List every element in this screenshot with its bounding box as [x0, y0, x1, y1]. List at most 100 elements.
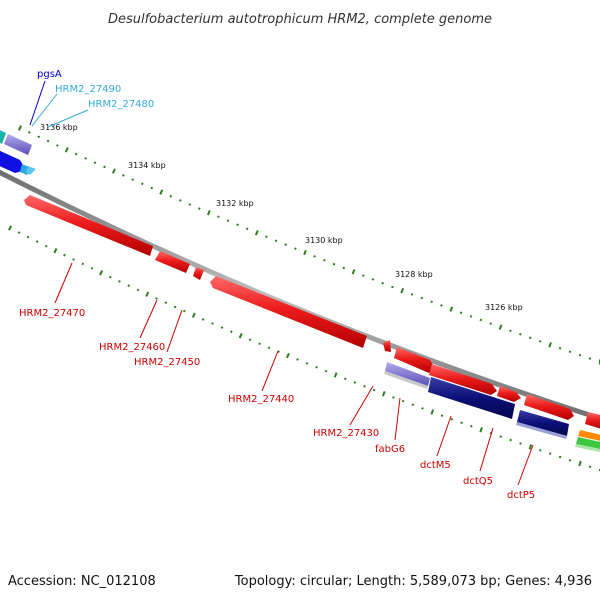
inner-scale-tick: [53, 247, 58, 254]
outer-scale-tick: [519, 332, 522, 336]
red-gene-feature-d[interactable]: [524, 394, 574, 420]
label-HRM2_27460[interactable]: HRM2_27460: [99, 342, 165, 353]
outer-scale-tick: [197, 207, 201, 210]
green-gene-feature[interactable]: [576, 437, 600, 450]
outer-scale-tick: [17, 125, 23, 131]
inner-scale-tick: [392, 396, 395, 399]
label-fabG6[interactable]: fabG6: [375, 444, 405, 455]
red-gene-feature-a[interactable]: [394, 347, 435, 373]
accession-text: Accession: NC_012108: [8, 574, 156, 589]
genome-summary-text: Topology: circular; Length: 5,589,073 bp…: [234, 574, 592, 589]
inner-scale-tick: [539, 448, 542, 452]
outer-scale-tick: [479, 318, 483, 322]
outer-scale-tick: [430, 300, 433, 304]
outer-scale-tick: [93, 161, 97, 165]
inner-scale-tick: [286, 352, 290, 359]
inner-scale-tick: [108, 275, 112, 279]
inner-scale-tick: [588, 465, 592, 469]
inner-scale-tick: [528, 444, 533, 450]
label-dctQ5[interactable]: dctQ5: [463, 476, 493, 487]
inner-scale-tick: [578, 460, 582, 467]
inner-scale-tick: [99, 270, 104, 276]
inner-scale-tick: [72, 258, 75, 261]
outer-scale-tick: [206, 210, 211, 216]
orange-gene-feature[interactable]: [578, 430, 600, 442]
HRM2_27460-leader: [139, 299, 158, 339]
label-HRM2_27470[interactable]: HRM2_27470: [19, 308, 85, 319]
outer-scale-tick: [274, 239, 278, 243]
fabG6-gene-feature[interactable]: [385, 362, 430, 386]
pgsA-leader: [29, 80, 46, 126]
pgsA-gene-feature[interactable]: [4, 134, 32, 155]
scale-label-3134: 3134 kbp: [128, 161, 166, 170]
teal-gene-feature[interactable]: [0, 128, 6, 144]
outer-scale-tick: [64, 147, 69, 153]
outer-scale-tick: [103, 165, 106, 169]
inner-scale-tick: [411, 403, 415, 407]
outer-scale-tick: [332, 262, 336, 266]
inner-scale-tick: [324, 369, 328, 373]
outer-scale-tick: [169, 194, 173, 198]
inner-scale-ticks: [8, 225, 600, 471]
inner-scale-tick: [211, 322, 214, 325]
label-HRM2_27450[interactable]: HRM2_27450: [134, 357, 200, 368]
scale-label-3132: 3132 kbp: [216, 199, 254, 208]
label-dctM5[interactable]: dctM5: [420, 460, 451, 471]
red-gene-feature-e[interactable]: [585, 412, 600, 430]
dctM5-leader: [436, 415, 452, 457]
outer-scale-tick: [440, 304, 443, 307]
inner-scale-tick: [305, 362, 309, 365]
inner-scale-tick: [277, 350, 280, 353]
HRM2_27460-gene-feature[interactable]: [155, 251, 190, 273]
HRM2_27470-gene-feature[interactable]: [24, 195, 153, 256]
outer-scale-tick: [449, 306, 454, 312]
HRM2_27430-leader: [349, 385, 374, 426]
outer-scale-tick: [254, 230, 259, 236]
outer-scale-tick: [28, 131, 31, 134]
inner-scale-tick: [173, 305, 177, 309]
outer-scale-tick: [509, 329, 512, 333]
HRM2_27490-gene-feature[interactable]: [20, 164, 32, 175]
red-gene-feature-c[interactable]: [497, 386, 521, 402]
genome-backbone: [0, 169, 600, 422]
inner-scale-tick: [201, 318, 205, 321]
outer-scale-tick: [381, 281, 384, 285]
HRM2_27480-gene-feature[interactable]: [26, 166, 36, 175]
inner-scale-tick: [136, 288, 140, 292]
outer-scale-tick: [111, 168, 116, 174]
label-HRM2_27480[interactable]: HRM2_27480: [88, 99, 154, 110]
inner-scale-tick: [164, 301, 168, 305]
inner-scale-tick: [460, 421, 463, 424]
inner-scale-tick: [17, 231, 21, 234]
outer-scale-tick: [121, 174, 125, 177]
inner-scale-tick: [333, 372, 338, 378]
dctQ5-leader: [479, 427, 494, 472]
label-HRM2_27440[interactable]: HRM2_27440: [228, 394, 294, 405]
blue-gene-feature[interactable]: [0, 150, 26, 173]
dctM5-gene-feature[interactable]: [428, 377, 515, 419]
inner-scale-tick: [63, 253, 66, 257]
inner-scale-tick: [35, 240, 39, 243]
outer-scale-tick: [420, 296, 424, 300]
inner-scale-tick: [258, 342, 261, 345]
outer-scale-tick: [150, 186, 154, 190]
inner-scale-tick: [363, 384, 366, 388]
scale-label-3136: 3136 kbp: [40, 123, 78, 132]
HRM2_27450-gene-feature[interactable]: [193, 267, 204, 280]
inner-scale-tick: [248, 338, 252, 342]
outer-scale-tick: [188, 203, 192, 206]
label-HRM2_27490[interactable]: HRM2_27490: [55, 84, 121, 95]
label-HRM2_27430[interactable]: HRM2_27430: [313, 428, 379, 439]
outer-scale-tick: [46, 139, 50, 143]
inner-scale-tick: [191, 312, 196, 318]
dctQ5-gene-feature[interactable]: [517, 410, 569, 436]
red-gene-feature-b[interactable]: [429, 364, 497, 395]
label-pgsA[interactable]: pgsA: [37, 69, 62, 80]
HRM2_27440-gene-feature[interactable]: [210, 276, 367, 348]
inner-scale-tick: [118, 280, 121, 283]
outer-scale-tick: [236, 223, 239, 227]
fabG6-gene-shadow: [384, 371, 428, 389]
label-dctP5[interactable]: dctP5: [507, 490, 535, 501]
HRM2_27430-gene-feature[interactable]: [383, 340, 391, 352]
